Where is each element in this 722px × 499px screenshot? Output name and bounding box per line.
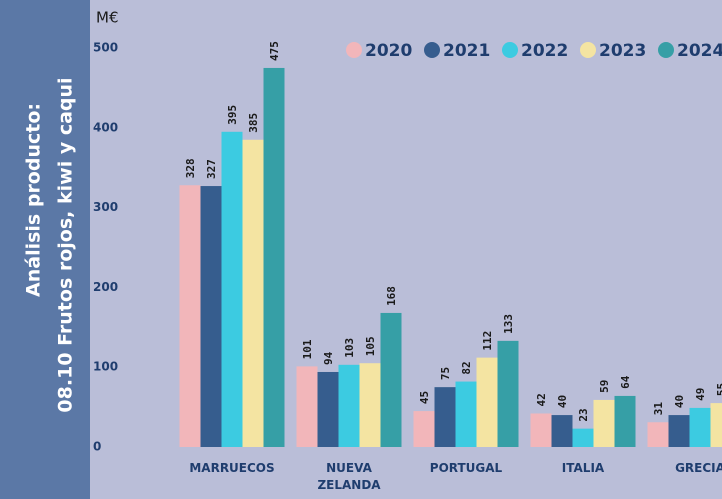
bar bbox=[413, 411, 435, 447]
x-tick-label: NUEVA ZELANDA bbox=[317, 461, 381, 492]
bar bbox=[179, 185, 201, 448]
value-label: 75 bbox=[439, 367, 452, 380]
bar bbox=[200, 186, 222, 447]
value-label: 40 bbox=[673, 395, 686, 408]
bar bbox=[530, 413, 552, 447]
value-label: 475 bbox=[268, 41, 281, 61]
value-label: 55 bbox=[715, 383, 722, 396]
bar bbox=[380, 312, 402, 447]
bar bbox=[593, 399, 615, 447]
y-axis-label: M€ bbox=[96, 9, 119, 27]
value-label: 327 bbox=[205, 159, 218, 179]
value-label: 64 bbox=[619, 375, 632, 389]
y-tick-label: 200 bbox=[93, 280, 118, 294]
value-label: 94 bbox=[322, 351, 335, 365]
bar bbox=[359, 363, 381, 447]
legend-marker bbox=[424, 42, 440, 58]
bar bbox=[317, 371, 339, 447]
value-label: 112 bbox=[481, 331, 494, 351]
x-tick-label: PORTUGAL bbox=[429, 461, 503, 475]
y-tick-label: 400 bbox=[93, 120, 118, 134]
value-label: 101 bbox=[301, 339, 314, 359]
value-label: 42 bbox=[535, 393, 548, 406]
y-tick-label: 300 bbox=[93, 200, 118, 214]
legend-label: 2021 bbox=[443, 41, 490, 61]
legend-label: 2020 bbox=[365, 41, 412, 61]
value-label: 40 bbox=[556, 395, 569, 408]
y-tick-label: 100 bbox=[93, 360, 118, 374]
x-tick-label: GRECIA bbox=[675, 461, 722, 475]
value-label: 31 bbox=[652, 402, 665, 416]
value-label: 328 bbox=[184, 158, 197, 178]
legend-marker bbox=[346, 42, 362, 58]
value-label: 59 bbox=[598, 380, 611, 393]
value-label: 133 bbox=[502, 314, 515, 334]
value-label: 23 bbox=[577, 408, 590, 421]
bar bbox=[668, 415, 690, 447]
value-label: 105 bbox=[364, 336, 377, 356]
y-tick-label: 0 bbox=[93, 440, 101, 454]
bar bbox=[296, 366, 318, 447]
legend-label: 2024 bbox=[677, 41, 722, 61]
bar bbox=[614, 395, 636, 447]
bar bbox=[497, 340, 519, 447]
sidebar-title: Análisis producto: bbox=[23, 103, 45, 297]
legend-marker bbox=[658, 42, 674, 58]
sidebar bbox=[0, 0, 90, 499]
value-label: 49 bbox=[694, 388, 707, 401]
value-label: 395 bbox=[226, 105, 239, 125]
sidebar-subtitle: 08.10 Frutos rojos, kiwi y caqui bbox=[55, 77, 77, 412]
legend-marker bbox=[580, 42, 596, 58]
bar bbox=[689, 407, 711, 447]
x-tick-label: MARRUECOS bbox=[189, 461, 275, 475]
bar bbox=[710, 403, 722, 447]
value-label: 168 bbox=[385, 286, 398, 306]
bar bbox=[551, 415, 573, 447]
legend-marker bbox=[502, 42, 518, 58]
value-label: 385 bbox=[247, 113, 260, 133]
legend-label: 2023 bbox=[599, 41, 646, 61]
bar bbox=[455, 381, 477, 447]
value-label: 103 bbox=[343, 338, 356, 358]
bar bbox=[338, 364, 360, 447]
bar bbox=[221, 131, 243, 448]
x-tick-label: ITALIA bbox=[561, 461, 605, 475]
bar bbox=[572, 428, 594, 447]
value-label: 45 bbox=[418, 391, 431, 404]
legend-label: 2022 bbox=[521, 41, 568, 61]
bar bbox=[434, 387, 456, 447]
bar bbox=[242, 139, 264, 447]
y-tick-label: 500 bbox=[93, 41, 118, 55]
bar bbox=[263, 67, 285, 447]
value-label: 82 bbox=[460, 361, 473, 374]
bar bbox=[647, 422, 669, 447]
bar bbox=[476, 357, 498, 447]
